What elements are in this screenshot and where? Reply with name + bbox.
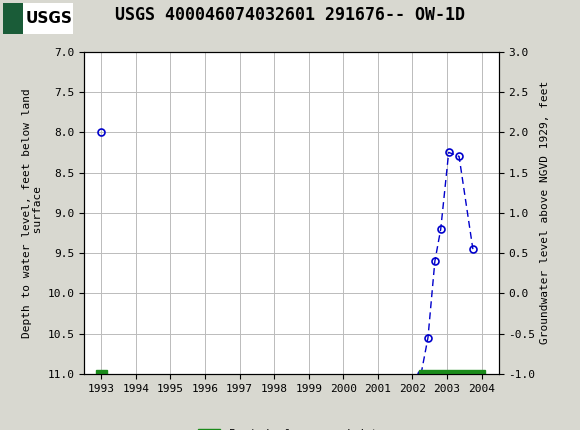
Text: USGS 400046074032601 291676-- OW-1D: USGS 400046074032601 291676-- OW-1D — [115, 6, 465, 24]
Bar — [419, 370, 485, 378]
Y-axis label: Groundwater level above NGVD 1929, feet: Groundwater level above NGVD 1929, feet — [539, 81, 550, 344]
Bar — [3, 3, 72, 34]
Bar — [3, 3, 23, 34]
Y-axis label: Depth to water level, feet below land
 surface: Depth to water level, feet below land su… — [21, 88, 44, 338]
Bar — [96, 370, 107, 378]
Text: USGS: USGS — [26, 11, 73, 26]
Legend: Period of approved data: Period of approved data — [194, 425, 389, 430]
